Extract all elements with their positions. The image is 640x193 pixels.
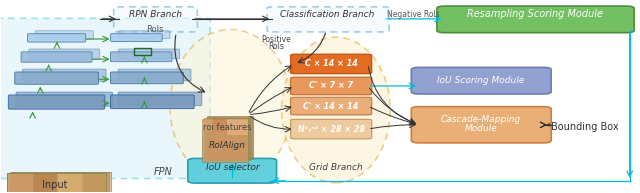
FancyBboxPatch shape: [28, 34, 86, 42]
Text: Bounding Box: Bounding Box: [551, 122, 619, 132]
Ellipse shape: [170, 30, 291, 183]
FancyBboxPatch shape: [22, 69, 106, 81]
Ellipse shape: [282, 37, 390, 183]
Text: Positive: Positive: [262, 35, 291, 43]
Text: roi features: roi features: [203, 123, 252, 132]
FancyBboxPatch shape: [188, 158, 276, 183]
FancyBboxPatch shape: [111, 52, 172, 62]
Bar: [7, 173, 31, 193]
FancyBboxPatch shape: [29, 49, 100, 59]
Text: RoIAlign: RoIAlign: [209, 141, 246, 150]
FancyBboxPatch shape: [7, 173, 106, 193]
Text: →: →: [543, 120, 551, 130]
Text: Grid Branch: Grid Branch: [309, 163, 363, 172]
FancyBboxPatch shape: [412, 67, 551, 94]
Text: FPN: FPN: [154, 167, 173, 177]
FancyBboxPatch shape: [437, 6, 634, 33]
FancyBboxPatch shape: [35, 31, 93, 39]
FancyBboxPatch shape: [412, 107, 551, 143]
FancyBboxPatch shape: [15, 72, 99, 84]
Bar: [84, 173, 108, 193]
FancyBboxPatch shape: [118, 49, 179, 59]
Bar: [213, 119, 227, 132]
Text: RPN Branch: RPN Branch: [129, 10, 182, 19]
Text: RoIs: RoIs: [147, 25, 164, 34]
FancyBboxPatch shape: [291, 77, 372, 95]
Bar: [207, 116, 253, 159]
FancyBboxPatch shape: [111, 95, 194, 109]
FancyBboxPatch shape: [111, 72, 183, 84]
Text: Nᵏᵣᵌᵈ × 28 × 28: Nᵏᵣᵌᵈ × 28 × 28: [298, 124, 365, 134]
FancyBboxPatch shape: [267, 7, 389, 32]
Text: C' × 14 × 14: C' × 14 × 14: [303, 102, 359, 111]
Bar: [58, 173, 83, 193]
Text: C' × 7 × 7: C' × 7 × 7: [309, 81, 353, 91]
Text: RoIs: RoIs: [269, 42, 285, 51]
Bar: [134, 48, 152, 55]
Bar: [33, 173, 57, 193]
FancyBboxPatch shape: [118, 69, 191, 81]
Text: IoU selector: IoU selector: [205, 163, 259, 172]
Text: IoU Scoring Module: IoU Scoring Module: [437, 76, 525, 85]
FancyBboxPatch shape: [0, 18, 210, 179]
FancyBboxPatch shape: [10, 172, 109, 193]
FancyBboxPatch shape: [291, 54, 372, 74]
Text: Negative RoIs: Negative RoIs: [387, 10, 440, 19]
FancyBboxPatch shape: [21, 52, 92, 62]
Bar: [227, 119, 248, 135]
Text: Input: Input: [42, 180, 68, 190]
Bar: [202, 119, 248, 162]
FancyBboxPatch shape: [291, 97, 372, 115]
Text: Module: Module: [465, 124, 497, 133]
FancyBboxPatch shape: [114, 7, 197, 32]
FancyBboxPatch shape: [111, 34, 163, 41]
FancyBboxPatch shape: [291, 119, 372, 139]
FancyBboxPatch shape: [118, 31, 170, 39]
Text: Cascade-Mapping: Cascade-Mapping: [441, 115, 521, 124]
FancyBboxPatch shape: [118, 92, 202, 106]
FancyBboxPatch shape: [8, 95, 105, 109]
Bar: [204, 118, 250, 160]
FancyBboxPatch shape: [16, 92, 113, 106]
Text: Classification Branch: Classification Branch: [280, 10, 375, 19]
Text: C × 14 × 14: C × 14 × 14: [305, 59, 358, 69]
FancyBboxPatch shape: [12, 172, 111, 193]
Text: Resampling Scoring Module: Resampling Scoring Module: [467, 9, 604, 19]
Bar: [202, 119, 213, 130]
